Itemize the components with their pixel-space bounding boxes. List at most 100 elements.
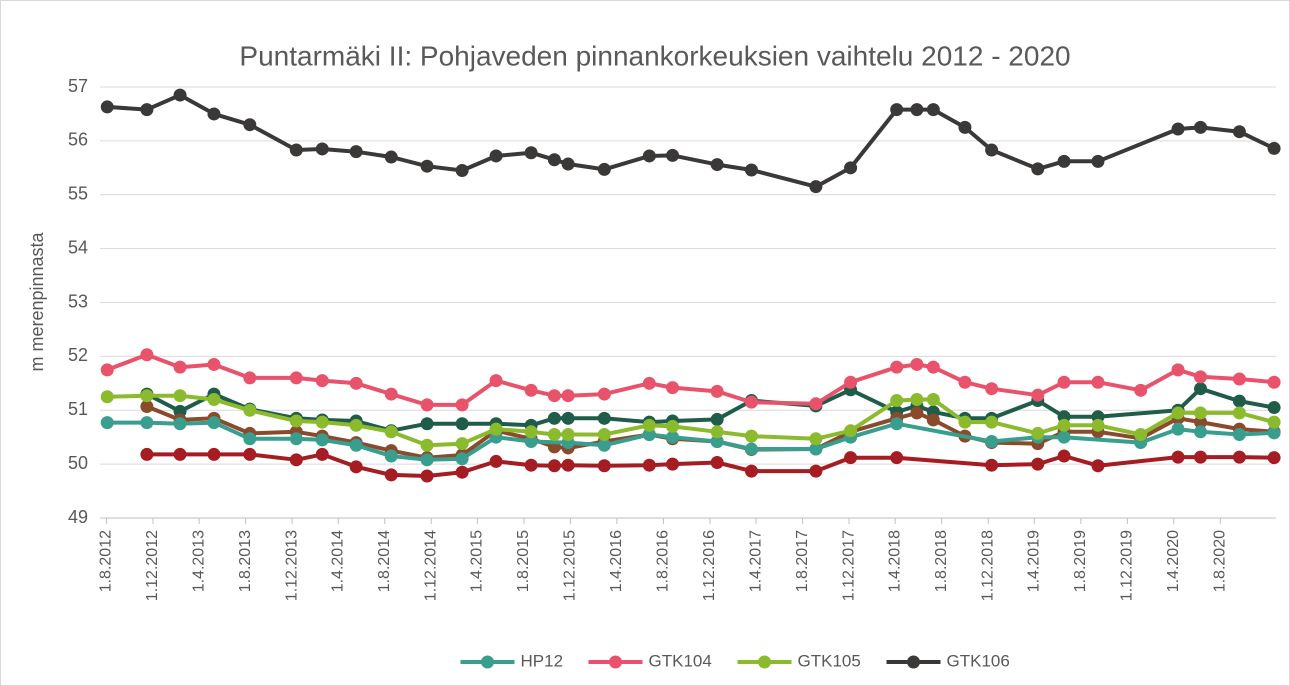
legend-marker xyxy=(481,655,494,669)
data-point xyxy=(561,389,575,403)
data-point xyxy=(910,392,924,406)
data-point xyxy=(547,411,561,425)
x-tick-label: 1.12.2012 xyxy=(144,530,161,601)
data-point xyxy=(985,458,999,472)
data-point xyxy=(1267,375,1281,389)
data-point xyxy=(100,416,114,430)
data-point xyxy=(289,453,303,467)
data-point xyxy=(597,387,611,401)
x-tick-label: 1.8.2015 xyxy=(515,530,532,592)
data-point xyxy=(809,432,823,446)
data-point xyxy=(561,458,575,472)
data-point xyxy=(140,389,154,403)
data-point xyxy=(1091,154,1105,168)
data-point xyxy=(524,458,538,472)
y-tick-label: 56 xyxy=(68,130,88,150)
data-point xyxy=(420,453,434,467)
data-point xyxy=(710,456,724,470)
x-tick-label: 1.4.2020 xyxy=(1165,530,1182,592)
x-tick-label: 1.4.2018 xyxy=(886,530,903,592)
data-point xyxy=(207,107,221,121)
data-point xyxy=(524,434,538,448)
data-point xyxy=(744,464,758,478)
data-point xyxy=(100,100,114,114)
x-tick-label: 1.4.2014 xyxy=(329,530,346,592)
data-point xyxy=(384,449,398,463)
data-point xyxy=(1091,418,1105,432)
data-point xyxy=(666,381,680,395)
data-point xyxy=(384,425,398,439)
x-tick-label: 1.12.2016 xyxy=(701,530,718,601)
data-point xyxy=(666,419,680,433)
data-point xyxy=(420,398,434,412)
data-point xyxy=(524,146,538,160)
data-point xyxy=(547,427,561,441)
data-point xyxy=(1031,388,1045,402)
data-point xyxy=(207,357,221,371)
data-point xyxy=(1057,375,1071,389)
data-point xyxy=(1171,363,1185,377)
data-point xyxy=(1232,450,1246,464)
legend-marker xyxy=(758,655,771,669)
data-point xyxy=(985,382,999,396)
data-point xyxy=(315,447,329,461)
data-point xyxy=(597,427,611,441)
data-point xyxy=(384,468,398,482)
data-point xyxy=(561,157,575,171)
x-tick-label: 1.12.2015 xyxy=(562,530,579,601)
data-point xyxy=(1194,450,1208,464)
series-line xyxy=(107,93,1275,189)
data-point xyxy=(173,88,187,102)
data-point xyxy=(642,376,656,390)
x-tick-label: 1.8.2016 xyxy=(655,530,672,592)
data-point xyxy=(349,145,363,159)
data-point xyxy=(985,415,999,429)
legend-label: HP12 xyxy=(521,651,564,670)
data-point xyxy=(207,416,221,430)
x-tick-label: 1.4.2015 xyxy=(469,530,486,592)
data-point xyxy=(140,399,154,413)
data-point xyxy=(561,427,575,441)
data-point xyxy=(561,411,575,425)
legend-marker xyxy=(907,655,920,669)
data-point xyxy=(1057,449,1071,463)
y-tick-label: 51 xyxy=(68,399,88,419)
data-point xyxy=(207,447,221,461)
data-point xyxy=(1267,141,1281,155)
data-point xyxy=(642,418,656,432)
data-point xyxy=(597,411,611,425)
data-point xyxy=(547,389,561,403)
x-tick-label: 1.4.2016 xyxy=(608,530,625,592)
data-point xyxy=(1194,425,1208,439)
data-point xyxy=(420,438,434,452)
data-point xyxy=(744,442,758,456)
data-point xyxy=(926,103,940,117)
data-point xyxy=(958,415,972,429)
x-tick-label: 1.8.2014 xyxy=(376,530,393,592)
data-point xyxy=(1194,415,1208,429)
data-point xyxy=(809,397,823,411)
x-tick-label: 1.12.2017 xyxy=(840,530,857,601)
x-tick-label: 1.8.2020 xyxy=(1212,530,1229,592)
data-point xyxy=(349,460,363,474)
data-point xyxy=(420,469,434,483)
data-point xyxy=(1134,383,1148,397)
y-tick-label: 57 xyxy=(68,76,88,96)
data-point xyxy=(1232,372,1246,386)
data-point xyxy=(524,383,538,397)
y-tick-label: 49 xyxy=(68,507,88,527)
data-point xyxy=(710,158,724,172)
legend-label: GTK104 xyxy=(649,651,712,670)
data-point xyxy=(289,143,303,157)
data-point xyxy=(489,422,503,436)
x-tick-label: 1.8.2012 xyxy=(98,530,115,592)
data-point xyxy=(1194,370,1208,384)
data-point xyxy=(547,153,561,167)
data-point xyxy=(910,406,924,420)
data-point xyxy=(289,414,303,428)
data-point xyxy=(1194,382,1208,396)
data-point xyxy=(1232,406,1246,420)
data-point xyxy=(1267,401,1281,415)
data-point xyxy=(597,459,611,473)
